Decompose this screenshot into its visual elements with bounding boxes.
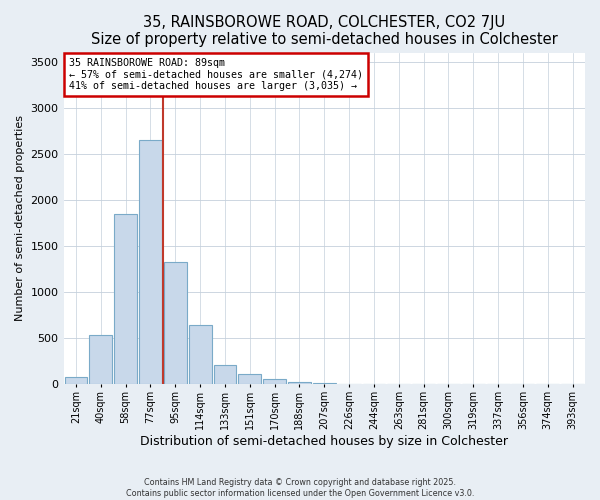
Bar (263, 380, 286, 384)
Text: Contains HM Land Registry data © Crown copyright and database right 2025.
Contai: Contains HM Land Registry data © Crown c… (126, 478, 474, 498)
Bar (89, 335, 112, 384)
Bar (188, 325, 212, 384)
Bar (313, 383, 335, 384)
Text: 35 RAINSBOROWE ROAD: 89sqm
← 57% of semi-detached houses are smaller (4,274)
41%: 35 RAINSBOROWE ROAD: 89sqm ← 57% of semi… (69, 58, 363, 91)
X-axis label: Distribution of semi-detached houses by size in Colchester: Distribution of semi-detached houses by … (140, 434, 508, 448)
Bar (139, 140, 162, 384)
Y-axis label: Number of semi-detached properties: Number of semi-detached properties (15, 116, 25, 322)
Bar (214, 364, 236, 384)
Bar (288, 382, 311, 384)
Bar (65, 377, 88, 384)
Title: 35, RAINSBOROWE ROAD, COLCHESTER, CO2 7JU
Size of property relative to semi-deta: 35, RAINSBOROWE ROAD, COLCHESTER, CO2 7J… (91, 15, 557, 48)
Bar (164, 262, 187, 384)
Bar (238, 374, 261, 384)
Bar (114, 214, 137, 384)
